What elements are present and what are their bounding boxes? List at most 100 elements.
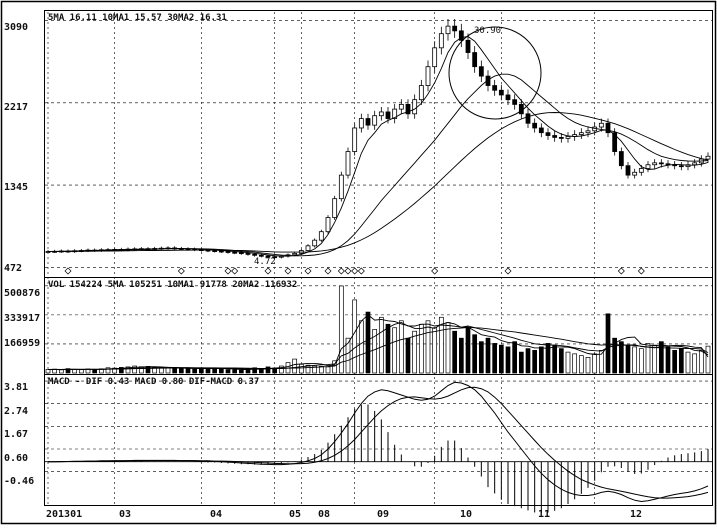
x-tick-label: 05 (289, 509, 301, 520)
signal-marker (64, 267, 72, 275)
price-y-tick: 3090 (4, 22, 28, 33)
volume-bar (645, 343, 651, 374)
volume-bar (432, 327, 438, 374)
volume-bar (585, 356, 591, 374)
volume-bar (258, 368, 264, 374)
volume-bar (532, 350, 538, 374)
candle-body (338, 174, 344, 200)
volume-bar (678, 348, 684, 374)
volume-bar (465, 327, 471, 374)
candle-body (492, 85, 498, 91)
candle-body (378, 111, 384, 117)
macd-y-tick: -0.46 (4, 476, 34, 487)
volume-bar (112, 367, 118, 374)
volume-bar (578, 355, 584, 374)
volume-bar (192, 368, 198, 374)
volume-bar (358, 320, 364, 374)
signal-marker (284, 267, 292, 275)
peak-price-annotation: 30.90 (474, 26, 501, 36)
volume-bar (98, 368, 104, 374)
volume-bar (632, 346, 638, 374)
volume-bar (218, 368, 224, 374)
volume-bar (665, 346, 671, 374)
signal-marker (304, 267, 312, 275)
candle-body (585, 130, 591, 134)
price-layer (45, 19, 711, 275)
volume-bar (372, 329, 378, 374)
candle-body (532, 122, 538, 129)
volume-bar (212, 368, 218, 374)
candle-body (638, 168, 644, 173)
volume-bar (485, 337, 491, 374)
price-y-tick: 2217 (4, 102, 28, 113)
candle-body (618, 151, 624, 167)
candle-body (438, 33, 444, 49)
x-tick-label: 10 (460, 509, 472, 520)
candle-body (265, 255, 271, 258)
signal-marker (224, 267, 232, 275)
volume-bar (685, 351, 691, 374)
price-y-tick: 1345 (4, 182, 28, 193)
price-ma30-line (48, 112, 709, 253)
volume-y-tick: 500876 (4, 288, 40, 299)
candle-body (498, 89, 504, 96)
candle-body (472, 52, 478, 68)
volume-bar (298, 363, 304, 374)
candle-body (658, 162, 664, 165)
candle-body (512, 99, 518, 105)
volume-bar (392, 327, 398, 374)
volume-y-tick: 333917 (4, 313, 40, 324)
candle-body (485, 75, 491, 86)
volume-bar (698, 350, 704, 374)
volume-bar (638, 348, 644, 374)
volume-bar (338, 285, 344, 374)
candle-body (245, 252, 251, 255)
candle-body (212, 250, 218, 252)
candle-body (358, 118, 364, 129)
volume-bar (65, 368, 71, 374)
volume-bar (185, 368, 191, 374)
volume-bar (705, 345, 711, 374)
volume-bar (312, 365, 318, 374)
x-tick-label: 12 (630, 509, 642, 520)
volume-bar (365, 311, 371, 374)
volume-bar (552, 344, 558, 374)
x-tick-label: 201301 (46, 509, 82, 520)
volume-bar (505, 346, 511, 374)
macd-panel-header: MACD - DIF 0.43 MACD 0.80 DIF-MACD 0.37 (48, 377, 259, 387)
candle-body (612, 132, 618, 152)
volume-ma5-line (47, 314, 709, 370)
volume-bar (172, 368, 178, 374)
volume-bar (418, 323, 424, 374)
volume-bar (652, 344, 658, 374)
candle-body (225, 251, 231, 253)
candle-body (252, 253, 258, 256)
volume-bar (325, 366, 331, 374)
candle-body (652, 162, 658, 166)
volume-bar (132, 365, 138, 374)
volume-bar (518, 351, 524, 374)
volume-bar (398, 320, 404, 374)
volume-bar (118, 367, 124, 374)
candle-body (272, 256, 278, 259)
volume-bar (238, 369, 244, 374)
volume-bar (252, 367, 258, 374)
candle-body (552, 135, 558, 138)
price-ma10-line (48, 73, 709, 257)
macd-dea-line (48, 386, 709, 499)
volume-ma10-line (47, 322, 709, 370)
volume-panel-header: VOL 154224 5MA 105251 10MA1 91778 20MA2 … (48, 280, 297, 290)
volume-bar (278, 365, 284, 374)
macd-y-tick: 0.60 (4, 453, 28, 464)
volume-bar (352, 299, 358, 374)
signal-marker (231, 267, 239, 275)
price-y-tick: 472 (4, 263, 22, 274)
x-tick-label: 11 (538, 509, 550, 520)
candle-body (625, 165, 631, 176)
volume-bar (612, 337, 618, 374)
volume-bar (318, 366, 324, 374)
candle-body (325, 217, 331, 233)
signal-marker (504, 267, 512, 275)
candle-body (385, 111, 391, 119)
